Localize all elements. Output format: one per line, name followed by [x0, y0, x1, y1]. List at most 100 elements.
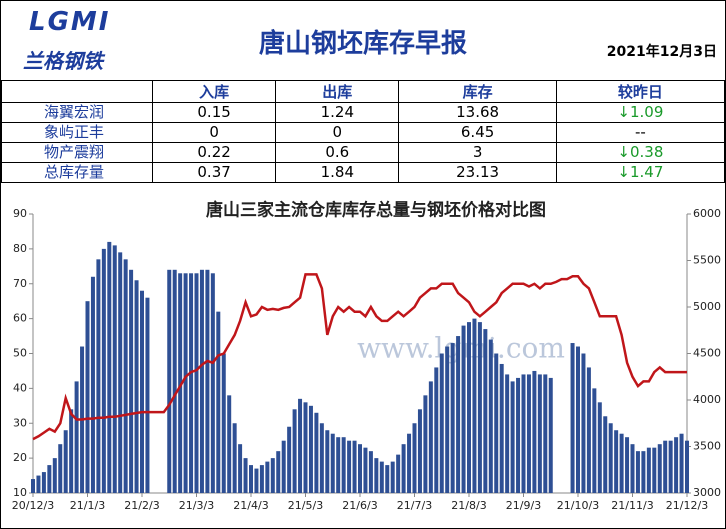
x-tick-label: 21/7/3: [397, 499, 432, 512]
bar: [129, 269, 134, 493]
bar: [472, 318, 477, 493]
cell: 0.6: [275, 142, 400, 163]
column-header: 入库: [151, 80, 277, 103]
bar: [630, 444, 635, 493]
bar: [47, 465, 52, 493]
bar: [608, 423, 613, 493]
bar: [287, 426, 292, 493]
y2-tick-label: 5000: [693, 300, 721, 313]
bar: [69, 409, 74, 493]
cell: 海翼宏润: [1, 102, 153, 123]
bar: [36, 475, 41, 493]
cell: 1.24: [275, 102, 400, 123]
cell: ↓1.47: [555, 162, 725, 183]
y-tick-label: 60: [13, 312, 27, 325]
cell: 物产震翔: [1, 142, 153, 163]
bar: [140, 290, 144, 493]
price-line: [32, 273, 687, 441]
y2-tick-label: 6000: [693, 207, 721, 220]
bar: [521, 374, 526, 493]
bar: [210, 273, 215, 493]
cell: --: [555, 122, 725, 143]
x-tick-label: 21/10/3: [557, 499, 599, 512]
bar: [303, 402, 308, 493]
x-tick-label: 21/11/3: [611, 499, 653, 512]
y-tick-label: 80: [13, 242, 27, 255]
bar: [63, 430, 68, 493]
bar: [374, 458, 379, 493]
bar: [85, 301, 90, 493]
bar: [488, 339, 493, 493]
bar: [570, 343, 575, 493]
bar: [368, 451, 373, 493]
bar: [614, 430, 619, 493]
bar: [597, 402, 602, 493]
row: 海翼宏润 0.15 1.24 13.68 ↓1.09: [1, 102, 725, 123]
x-tick-label: 21/8/3: [451, 499, 486, 512]
bar: [112, 245, 117, 493]
bar: [532, 370, 537, 493]
bar: [390, 461, 395, 493]
cell: 23.13: [398, 162, 557, 183]
y-tick-label: 50: [13, 347, 27, 360]
bar: [652, 447, 657, 493]
brand: 兰格钢铁: [23, 49, 103, 73]
bar: [216, 311, 221, 493]
bar: [401, 444, 406, 493]
bar: [319, 423, 324, 493]
bar: [58, 444, 63, 493]
cell: 3: [398, 142, 557, 163]
cell: 13.68: [398, 102, 557, 123]
x-tick-label: 21/6/3: [342, 499, 377, 512]
bar: [407, 433, 412, 493]
bar: [646, 447, 651, 493]
cell: 象屿正丰: [1, 122, 153, 143]
logo: LGMI: [29, 7, 111, 37]
bar: [178, 273, 183, 493]
x-tick-label: 21/9/3: [506, 499, 541, 512]
stock-table: 入库 出库 库存 较昨日 海翼宏润 0.15 1.24 13.68 ↓1.09 象屿正丰 0 0 6.4…: [1, 80, 725, 183]
column-header: 出库: [275, 80, 400, 103]
column-header: 库存: [398, 80, 557, 103]
bar: [537, 374, 542, 493]
bar: [249, 465, 253, 493]
cell: 1.84: [275, 162, 400, 183]
cell: 0.37: [151, 162, 277, 183]
y2-tick-label: 4000: [693, 393, 721, 406]
bar: [499, 363, 504, 493]
row: 物产震翔 0.22 0.6 3 ↓0.38: [1, 142, 725, 163]
y-tick-label: 30: [13, 416, 27, 429]
bar: [352, 440, 357, 493]
bar: [41, 472, 46, 493]
bar: [456, 336, 461, 493]
bar: [232, 423, 237, 493]
bar: [428, 381, 433, 493]
bar: [101, 248, 106, 493]
bar: [423, 395, 428, 493]
bar: [445, 346, 450, 493]
cell: 0.15: [151, 102, 277, 123]
bar: [167, 269, 172, 493]
bar: [548, 377, 553, 493]
bar: [325, 430, 330, 493]
bar: [439, 353, 444, 493]
bar: [107, 241, 112, 493]
bar: [74, 381, 79, 493]
y-tick-label: 10: [13, 486, 27, 499]
bar: [483, 329, 488, 493]
y2-tick-label: 3500: [693, 440, 721, 453]
bar: [494, 353, 499, 493]
bar: [276, 451, 281, 493]
bar: [31, 479, 35, 493]
bar: [434, 367, 439, 493]
bar: [194, 273, 199, 493]
bar: [134, 280, 139, 493]
bar: [417, 409, 422, 493]
chart: 唐山三家主流仓库库存总量与钢坯价格对比图 www.lgmi.com 10 20 30…: [12, 200, 721, 513]
bar: [172, 269, 177, 493]
bar: [205, 269, 210, 493]
bar: [641, 451, 646, 493]
bar: [123, 259, 128, 493]
bar: [467, 322, 471, 493]
